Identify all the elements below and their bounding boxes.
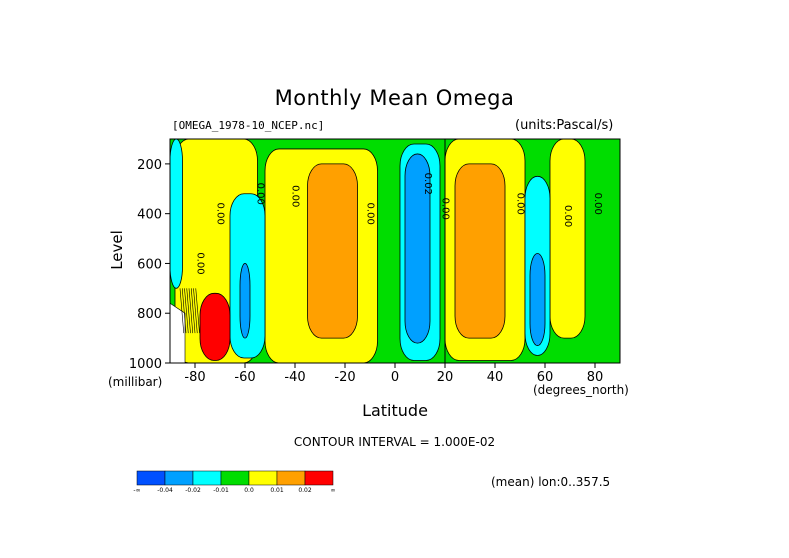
y-tick-label: 200 xyxy=(137,158,162,173)
colorbar-label: -0.01 xyxy=(213,487,229,494)
contour-interval-label: CONTOUR INTERVAL = 1.000E-02 xyxy=(293,435,496,449)
colorbar-label: 0.01 xyxy=(270,487,284,494)
file-label: [OMEGA_1978-10_NCEP.nc] xyxy=(172,119,325,132)
masked-region xyxy=(170,302,186,363)
x-unit-label: (degrees_north) xyxy=(533,383,629,397)
colorbar-label: -0.02 xyxy=(185,487,201,494)
contour-line xyxy=(190,288,196,334)
contour-label: 0.00 xyxy=(255,183,266,205)
contour-line xyxy=(188,288,194,334)
contour-region-light-blue xyxy=(170,139,183,289)
contour-region-blue xyxy=(529,253,546,346)
colorbar-swatch xyxy=(248,470,278,486)
y-axis-label: Level xyxy=(108,230,126,270)
contour-label: 0.00 xyxy=(215,203,226,225)
colorbar-swatch xyxy=(136,470,166,486)
contour-label: 0.00 xyxy=(365,203,376,225)
contour-label: 0.00 xyxy=(592,193,603,215)
contour-region-orange xyxy=(307,163,358,339)
contour-label: 0.00 xyxy=(290,185,301,207)
colorbar-swatch xyxy=(192,470,222,486)
colorbar-swatch xyxy=(304,470,334,486)
contour-region-yellow xyxy=(549,139,586,339)
plot-area: 0.00 0.00 0.00 0.00 0.00 0.02 0.00 0.00 0.00 0.00 xyxy=(170,139,620,363)
x-tick-label: 80 xyxy=(587,370,604,385)
x-tick-label: 0 xyxy=(391,370,399,385)
contour-label: 0.00 xyxy=(195,252,206,274)
x-tick-label: 20 xyxy=(437,370,454,385)
colorbar-label: ∞ xyxy=(331,487,336,494)
contour-line xyxy=(184,288,189,334)
x-tick-label: -60 xyxy=(234,370,255,385)
y-tick-label: 1000 xyxy=(129,357,162,372)
contour-label: 0.02 xyxy=(422,173,433,195)
contour-line xyxy=(195,288,200,334)
y-tick-label: 600 xyxy=(137,257,162,272)
colorbar-swatch xyxy=(276,470,306,486)
x-tick-label: -20 xyxy=(334,370,355,385)
y-tick-label: 800 xyxy=(137,307,162,322)
axes: -80 -60 -40 -20 0 20 40 60 80 200 400 600 800 1000 xyxy=(129,138,621,385)
x-tick-label: 60 xyxy=(537,370,554,385)
colorbar-label: 0.02 xyxy=(298,487,312,494)
contour-region-blue xyxy=(239,263,251,339)
contour-region-blue xyxy=(404,153,431,344)
contour-region-orange xyxy=(454,163,506,339)
contour-label: 0.00 xyxy=(440,198,451,220)
colorbar-label: -0.04 xyxy=(157,487,173,494)
x-tick-label: -80 xyxy=(184,370,205,385)
colorbar: -∞ -0.04 -0.02 -0.01 0.0 0.01 0.02 ∞ xyxy=(133,470,336,494)
contour-line xyxy=(179,288,185,334)
x-tick-label: 40 xyxy=(487,370,504,385)
x-axis-label: Latitude xyxy=(362,401,428,420)
contour-line xyxy=(186,288,191,334)
y-tick-label: 400 xyxy=(137,208,162,223)
contour-line xyxy=(193,288,198,334)
contour-label: 0.00 xyxy=(515,193,526,215)
colorbar-swatch xyxy=(164,470,194,486)
colorbar-swatch xyxy=(220,470,250,486)
contour-region-red xyxy=(199,292,231,361)
contour-line xyxy=(181,288,187,334)
x-tick-label: -40 xyxy=(284,370,305,385)
mean-label: (mean) lon:0..357.5 xyxy=(491,475,611,489)
y-unit-label: (millibar) xyxy=(108,375,163,389)
colorbar-label: 0.0 xyxy=(244,487,254,494)
colorbar-label: -∞ xyxy=(133,487,140,494)
contour-label: 0.00 xyxy=(562,205,573,227)
chart-title: Monthly Mean Omega xyxy=(274,86,515,110)
units-label: (units:Pascal/s) xyxy=(515,118,614,133)
